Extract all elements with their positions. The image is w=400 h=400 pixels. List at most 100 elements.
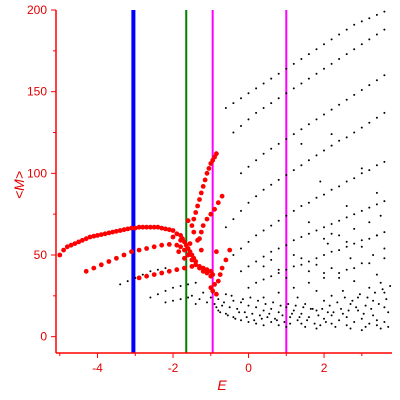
data-point-series-1 <box>187 283 190 286</box>
data-point-series-1 <box>372 299 375 302</box>
data-point-series-1 <box>368 38 371 41</box>
data-point-series-1 <box>285 92 288 95</box>
data-points <box>57 10 392 332</box>
data-point-series-1 <box>323 299 325 302</box>
data-point-series-1 <box>258 314 261 317</box>
data-point-series-2 <box>136 224 142 230</box>
data-point-series-1 <box>345 205 348 207</box>
data-point-series-1 <box>221 304 224 307</box>
data-point-series-1 <box>330 314 333 317</box>
data-point-series-1 <box>383 200 386 203</box>
data-point-series-1 <box>255 234 258 237</box>
data-point-series-1 <box>202 291 205 294</box>
data-point-series-2 <box>114 255 119 261</box>
data-point-series-1 <box>338 33 341 36</box>
data-point-series-2 <box>170 234 176 240</box>
data-point-series-2 <box>185 252 191 258</box>
data-point-series-2 <box>106 259 112 264</box>
data-point-series-1 <box>345 245 348 248</box>
data-point-series-1 <box>358 293 361 296</box>
data-point-series-1 <box>285 268 288 271</box>
data-point-series-2 <box>144 224 150 230</box>
data-point-series-1 <box>383 160 386 163</box>
data-point-series-1 <box>270 77 273 80</box>
data-point-series-2 <box>98 232 104 238</box>
data-point-series-1 <box>323 254 325 256</box>
data-point-series-1 <box>285 276 288 279</box>
data-point-series-1 <box>219 311 222 314</box>
data-point-series-1 <box>270 307 273 310</box>
data-point-series-1 <box>330 188 333 191</box>
data-point-series-1 <box>262 255 265 258</box>
data-point-series-1 <box>274 317 276 320</box>
data-point-series-1 <box>172 299 174 302</box>
data-point-series-2 <box>215 278 221 284</box>
data-point-series-2 <box>206 166 212 171</box>
data-point-series-1 <box>304 303 307 305</box>
data-point-series-1 <box>323 276 325 279</box>
data-point-series-1 <box>341 289 344 292</box>
data-point-series-2 <box>87 234 93 240</box>
data-point-series-1 <box>307 316 310 319</box>
data-point-series-1 <box>375 79 378 82</box>
data-point-series-1 <box>230 294 233 297</box>
data-point-series-1 <box>300 322 303 325</box>
data-point-series-1 <box>270 183 273 186</box>
data-point-series-1 <box>311 307 314 310</box>
data-point-series-1 <box>262 309 265 312</box>
data-point-series-1 <box>338 58 341 60</box>
data-point-series-1 <box>315 263 318 266</box>
data-point-series-1 <box>360 245 363 248</box>
data-point-series-1 <box>300 257 303 260</box>
data-point-series-1 <box>285 214 288 217</box>
data-point-series-1 <box>262 229 265 232</box>
data-point-series-1 <box>387 311 390 314</box>
data-point-series-2 <box>176 249 182 255</box>
data-point-series-1 <box>296 296 299 299</box>
data-point-series-1 <box>307 201 310 204</box>
data-point-series-1 <box>262 82 265 85</box>
data-point-series-2 <box>91 265 97 271</box>
data-point-series-1 <box>172 286 174 289</box>
data-point-series-1 <box>338 219 341 222</box>
data-point-series-1 <box>368 221 371 224</box>
data-point-series-1 <box>119 283 122 286</box>
data-point-series-1 <box>292 254 295 256</box>
data-point-series-1 <box>330 62 333 65</box>
data-point-series-1 <box>292 169 295 172</box>
data-point-series-2 <box>200 223 206 229</box>
data-point-series-1 <box>213 303 216 305</box>
data-point-series-1 <box>368 84 371 87</box>
data-point-series-2 <box>76 239 82 245</box>
data-point-series-1 <box>338 185 341 188</box>
data-point-series-1 <box>323 113 325 116</box>
data-point-series-1 <box>368 262 371 265</box>
data-point-series-1 <box>330 108 333 111</box>
data-point-series-1 <box>343 296 346 299</box>
data-point-series-1 <box>232 131 235 134</box>
data-point-series-1 <box>268 312 271 315</box>
data-point-series-1 <box>357 309 359 312</box>
data-point-series-1 <box>294 304 297 307</box>
data-point-series-1 <box>247 92 250 95</box>
data-point-series-1 <box>300 128 303 131</box>
data-point-series-1 <box>315 309 318 312</box>
data-point-series-2 <box>214 249 219 255</box>
data-point-series-1 <box>307 260 310 263</box>
data-point-series-1 <box>364 325 367 328</box>
data-point-series-1 <box>247 286 250 289</box>
data-point-series-1 <box>300 263 303 266</box>
data-point-series-2 <box>151 272 157 277</box>
data-point-series-1 <box>262 188 265 191</box>
data-point-series-2 <box>64 244 70 250</box>
data-point-series-2 <box>151 244 157 250</box>
data-point-series-1 <box>340 307 342 310</box>
data-point-series-2 <box>212 282 218 287</box>
data-point-series-1 <box>245 316 248 319</box>
data-point-series-1 <box>328 304 331 307</box>
data-point-series-1 <box>187 296 190 299</box>
data-point-series-2 <box>174 231 180 237</box>
data-point-series-1 <box>255 87 258 90</box>
x-tick-label: -4 <box>92 361 103 375</box>
